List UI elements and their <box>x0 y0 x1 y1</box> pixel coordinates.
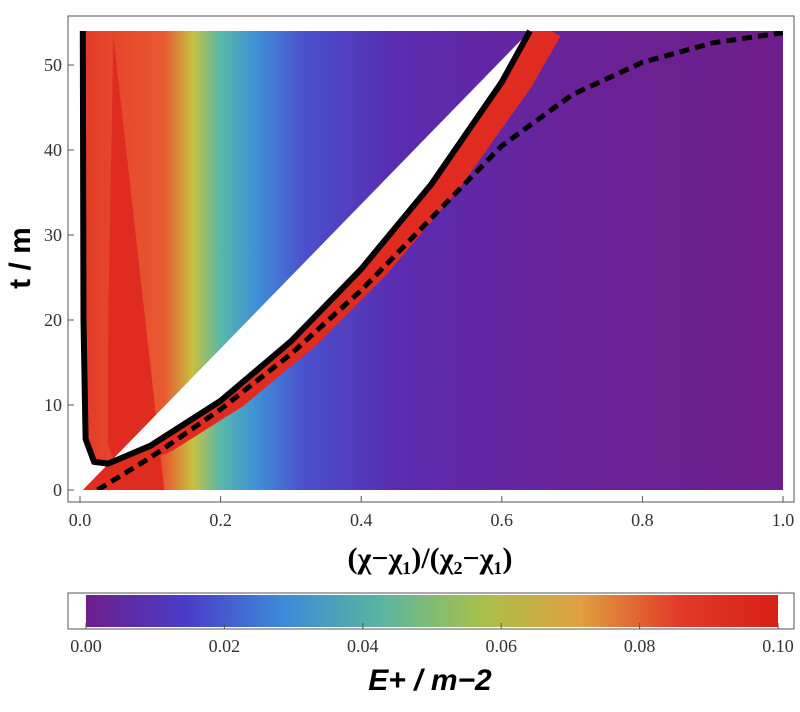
colorbar-label: E+ / m−2 <box>368 664 492 697</box>
colorbar-tick-label: 0.08 <box>624 636 656 656</box>
colorbar-tick-label: 0.00 <box>70 636 102 656</box>
y-tick-label: 50 <box>44 55 62 75</box>
colorbar-tick-label: 0.02 <box>209 636 241 656</box>
colorbar-tick-label: 0.10 <box>762 636 794 656</box>
x-tick-label: 0.6 <box>491 510 514 530</box>
colorbar-gradient <box>86 595 778 627</box>
y-tick-label: 20 <box>44 310 62 330</box>
x-tick-label: 0.4 <box>350 510 373 530</box>
colorbar-tick-label: 0.04 <box>347 636 379 656</box>
dashed-curve <box>96 31 783 490</box>
colorbar-tick-label: 0.06 <box>485 636 517 656</box>
x-tick-label: 1.0 <box>772 510 795 530</box>
colorbar-ticks: 0.00 0.02 0.04 0.06 0.08 0.10 <box>70 623 794 656</box>
colorbar: 0.00 0.02 0.04 0.06 0.08 0.10 E+ / m−2 <box>67 592 795 697</box>
plot-frame <box>67 15 795 503</box>
x-tick-label: 0.0 <box>69 510 92 530</box>
y-tick-label: 0 <box>53 480 62 500</box>
x-tick-label: 0.2 <box>209 510 232 530</box>
solid-boundary-curve <box>79 29 533 467</box>
x-tick-label: 0.8 <box>631 510 654 530</box>
x-axis-ticks: 0.0 0.2 0.4 0.6 0.8 1.0 <box>69 496 795 530</box>
y-axis-ticks: 0 10 20 30 40 50 <box>44 55 74 500</box>
y-tick-label: 40 <box>44 140 62 160</box>
y-tick-label: 10 <box>44 395 62 415</box>
y-tick-label: 30 <box>44 225 62 245</box>
y-axis-label: t / m <box>4 227 37 289</box>
x-axis-label: (χ−χ₁)/(χ₂−χ₁) <box>348 542 513 575</box>
